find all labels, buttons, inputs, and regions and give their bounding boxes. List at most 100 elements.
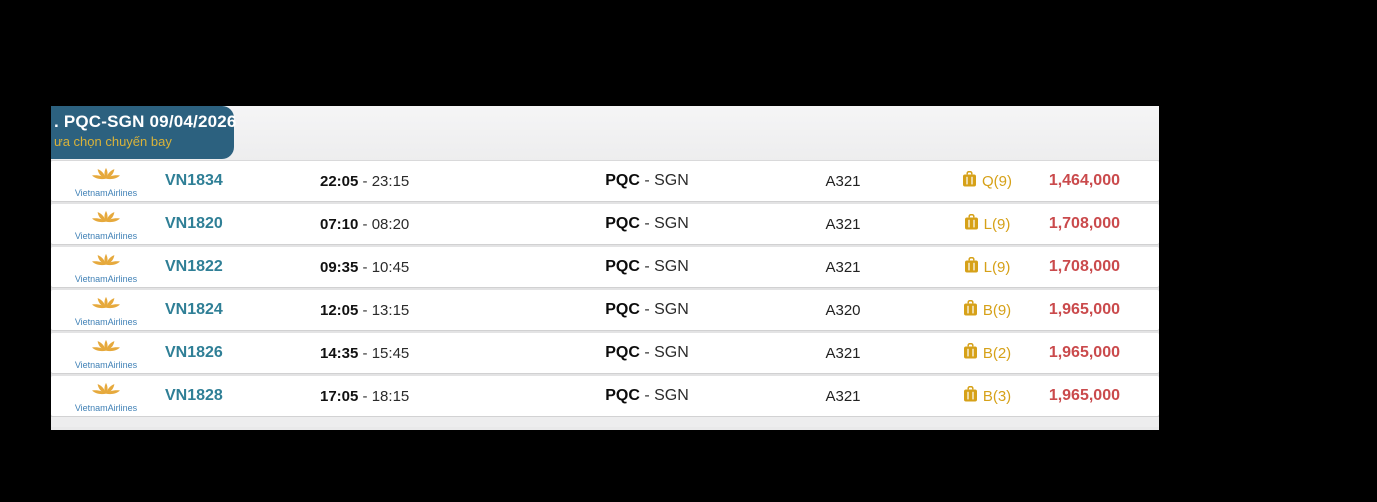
fare-class-cell[interactable]: B(2) [909,342,1041,364]
destination-code: SGN [654,344,689,361]
aircraft-type: A321 [825,215,861,233]
airline-logo: VietnamAirlines [51,251,161,284]
flight-times: 09:35 - 10:45 [320,258,410,276]
price[interactable]: 1,965,000 [1048,344,1120,361]
flight-row[interactable]: VietnamAirlines VN1820 07:10 - 08:20 PQC… [51,204,1159,244]
route: PQC - SGN [605,344,689,361]
airline-logo: VietnamAirlines [51,208,161,241]
flight-number: VN1822 [165,258,223,275]
airline-name: VietnamAirlines [74,230,138,241]
flight-times: 07:10 - 08:20 [320,215,410,233]
route: PQC - SGN [605,172,689,189]
flight-times: 14:35 - 15:45 [320,344,410,362]
aircraft-type: A321 [825,387,861,405]
origin-code: PQC [605,172,640,189]
fare-class-label: Q(9) [982,172,1012,190]
airline-name: VietnamAirlines [74,359,138,370]
route-date-tab[interactable]: . PQC-SGN 09/04/2026 ưa chọn chuyến bay [51,106,237,159]
destination-code: SGN [654,258,689,275]
fare-class-cell[interactable]: Q(9) [909,170,1041,192]
departure-time: 14:35 [320,344,359,362]
luggage-icon [963,299,978,321]
flight-row[interactable]: VietnamAirlines VN1822 09:35 - 10:45 PQC… [51,247,1159,287]
vietnam-airlines-lotus-icon [90,339,122,360]
origin-code: PQC [605,301,640,318]
flight-row[interactable]: VietnamAirlines VN1826 14:35 - 15:45 PQC… [51,333,1159,373]
destination-code: SGN [654,301,689,318]
flight-number: VN1834 [165,172,223,189]
destination-code: SGN [654,387,689,404]
arrival-time: 15:45 [371,344,410,362]
airline-name: VietnamAirlines [74,402,138,413]
price[interactable]: 1,708,000 [1048,215,1120,232]
airline-logo: VietnamAirlines [51,165,161,198]
fare-class-cell[interactable]: B(9) [909,299,1041,321]
departure-time: 17:05 [320,387,359,405]
departure-time: 07:10 [320,215,359,233]
fare-class-label: B(2) [982,344,1012,362]
arrival-time: 10:45 [371,258,410,276]
origin-code: PQC [605,258,640,275]
route: PQC - SGN [605,387,689,404]
aircraft-type: A320 [825,301,861,319]
luggage-icon [964,256,979,278]
flight-row[interactable]: VietnamAirlines VN1824 12:05 - 13:15 PQC… [51,290,1159,330]
vietnam-airlines-lotus-icon [90,296,122,317]
flight-number: VN1828 [165,387,223,404]
flight-number: VN1824 [165,301,223,318]
aircraft-type: A321 [825,172,861,190]
vietnam-airlines-lotus-icon [90,253,122,274]
origin-code: PQC [605,387,640,404]
aircraft-type: A321 [825,344,861,362]
flight-number: VN1820 [165,215,223,232]
route: PQC - SGN [605,215,689,232]
fare-class-label: B(3) [982,387,1012,405]
airline-logo: VietnamAirlines [51,380,161,413]
luggage-icon [963,342,978,364]
flight-selection-panel: . PQC-SGN 09/04/2026 ưa chọn chuyến bay … [51,106,1159,430]
price[interactable]: 1,464,000 [1048,172,1120,189]
destination-code: SGN [654,172,689,189]
fare-class-label: L(9) [983,258,1011,276]
vietnam-airlines-lotus-icon [90,382,122,403]
origin-code: PQC [605,215,640,232]
flight-times: 17:05 - 18:15 [320,387,410,405]
airline-logo: VietnamAirlines [51,337,161,370]
aircraft-type: A321 [825,258,861,276]
airline-name: VietnamAirlines [74,273,138,284]
destination-code: SGN [654,215,689,232]
flight-list: VietnamAirlines VN1834 22:05 - 23:15 PQC… [51,161,1159,416]
departure-time: 09:35 [320,258,359,276]
select-flight-label: ưa chọn chuyến bay [54,134,172,149]
fare-class-cell[interactable]: B(3) [909,385,1041,407]
results-header-band: . PQC-SGN 09/04/2026 ưa chọn chuyến bay [51,106,1159,161]
vietnam-airlines-lotus-icon [90,167,122,188]
arrival-time: 18:15 [371,387,410,405]
arrival-time: 08:20 [371,215,410,233]
luggage-icon [964,213,979,235]
route-date-label: . PQC-SGN 09/04/2026 [54,112,237,131]
route: PQC - SGN [605,258,689,275]
flight-times: 12:05 - 13:15 [320,301,410,319]
fare-class-cell[interactable]: L(9) [909,256,1041,278]
flight-row[interactable]: VietnamAirlines VN1828 17:05 - 18:15 PQC… [51,376,1159,416]
fare-class-cell[interactable]: L(9) [909,213,1041,235]
arrival-time: 23:15 [371,172,410,190]
airline-logo: VietnamAirlines [51,294,161,327]
fare-class-label: L(9) [983,215,1011,233]
fare-class-label: B(9) [982,301,1012,319]
luggage-icon [963,385,978,407]
route: PQC - SGN [605,301,689,318]
flight-number: VN1826 [165,344,223,361]
price[interactable]: 1,708,000 [1048,258,1120,275]
luggage-icon [962,170,977,192]
departure-time: 12:05 [320,301,359,319]
origin-code: PQC [605,344,640,361]
flight-times: 22:05 - 23:15 [320,172,410,190]
price[interactable]: 1,965,000 [1048,387,1120,404]
airline-name: VietnamAirlines [74,187,138,198]
price[interactable]: 1,965,000 [1048,301,1120,318]
flight-row[interactable]: VietnamAirlines VN1834 22:05 - 23:15 PQC… [51,161,1159,201]
departure-time: 22:05 [320,172,359,190]
panel-footer [51,416,1159,427]
